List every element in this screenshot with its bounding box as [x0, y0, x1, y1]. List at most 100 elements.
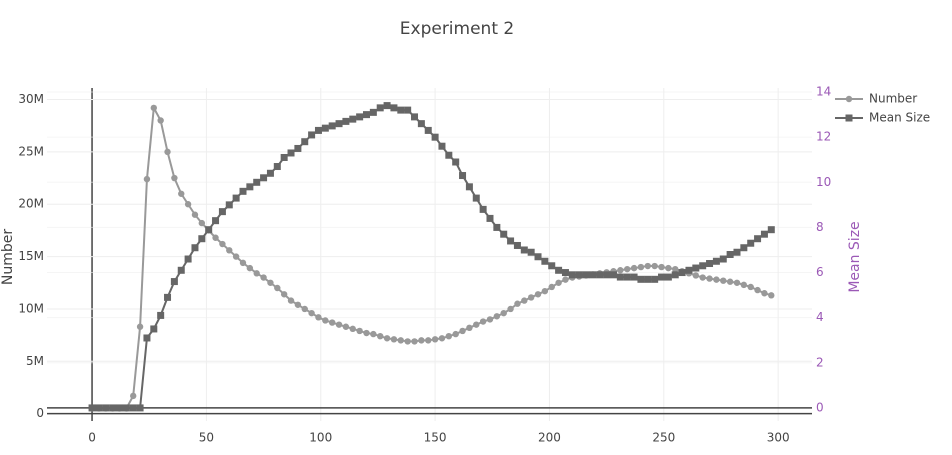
marker: [658, 263, 665, 271]
marker: [130, 392, 137, 400]
x-tick-label: 200: [538, 431, 561, 445]
marker: [624, 265, 631, 273]
chart-title: Experiment 2: [400, 19, 514, 39]
marker: [136, 404, 144, 412]
marker: [651, 262, 658, 270]
marker: [404, 338, 411, 345]
marker: [349, 115, 357, 123]
y2-tick-label: 0: [816, 400, 824, 414]
marker: [267, 279, 274, 286]
marker: [665, 264, 672, 272]
marker: [521, 297, 528, 304]
marker: [308, 309, 315, 317]
marker: [500, 309, 507, 317]
marker: [253, 270, 260, 277]
marker: [301, 138, 309, 146]
legend-label: Mean Size: [869, 111, 930, 125]
marker: [589, 271, 597, 279]
y2-tick-label: 4: [816, 310, 824, 324]
y-tick-label: 30M: [18, 92, 44, 106]
marker: [342, 117, 350, 125]
marker: [445, 332, 453, 340]
marker: [761, 290, 768, 297]
marker: [157, 311, 165, 319]
marker: [356, 327, 363, 335]
y2-tick-label: 6: [816, 265, 824, 279]
marker: [301, 305, 308, 313]
marker: [582, 271, 590, 279]
marker: [672, 265, 679, 273]
y-tick-label: 15M: [18, 249, 44, 263]
marker: [534, 291, 542, 298]
marker: [260, 274, 267, 281]
marker: [273, 163, 281, 171]
marker: [178, 190, 185, 197]
marker: [143, 175, 151, 183]
marker: [383, 102, 391, 110]
marker: [740, 281, 748, 289]
marker: [479, 205, 487, 213]
marker: [630, 273, 638, 281]
marker: [623, 273, 631, 281]
marker: [411, 338, 418, 345]
marker: [164, 293, 172, 301]
marker: [486, 214, 494, 222]
marker: [733, 248, 741, 256]
marker: [637, 263, 645, 271]
marker: [699, 274, 706, 281]
marker: [719, 255, 727, 263]
x-tick-label: 250: [652, 431, 675, 445]
marker: [726, 278, 734, 285]
marker: [644, 262, 651, 270]
marker: [198, 235, 206, 243]
marker: [280, 291, 288, 298]
marker: [390, 104, 398, 112]
marker: [747, 239, 755, 247]
marker: [473, 321, 480, 328]
marker: [424, 126, 432, 134]
marker: [377, 332, 384, 340]
marker: [383, 335, 391, 342]
marker: [328, 319, 336, 326]
marker: [720, 277, 727, 284]
marker: [349, 325, 356, 333]
marker: [266, 169, 274, 177]
marker: [692, 264, 700, 272]
marker: [184, 255, 192, 263]
marker: [218, 208, 226, 216]
marker: [555, 279, 562, 286]
marker: [713, 276, 720, 283]
marker: [315, 314, 322, 321]
marker: [232, 194, 240, 202]
marker: [232, 253, 240, 260]
y2-tick-label: 10: [816, 175, 831, 189]
marker: [95, 404, 103, 412]
marker: [280, 153, 288, 161]
marker: [706, 260, 714, 268]
marker: [575, 271, 583, 279]
marker: [658, 273, 666, 281]
marker: [472, 194, 480, 202]
y-tick-label: 10M: [18, 301, 44, 315]
marker: [157, 117, 164, 124]
x-tick-label: 0: [88, 431, 96, 445]
marker: [493, 223, 501, 231]
marker: [287, 149, 295, 157]
marker: [845, 95, 853, 103]
marker: [692, 272, 700, 279]
x-tick-label: 50: [199, 431, 214, 445]
marker: [507, 305, 514, 313]
marker: [541, 257, 549, 265]
marker: [150, 104, 158, 112]
marker: [143, 334, 151, 342]
marker: [493, 313, 501, 320]
marker: [459, 172, 467, 180]
marker: [404, 106, 412, 114]
marker: [370, 330, 377, 338]
y-tick-label: 25M: [18, 144, 44, 158]
marker: [760, 230, 768, 238]
y-tick-label: 0: [36, 406, 44, 420]
marker: [397, 337, 404, 344]
y2-tick-label: 14: [816, 85, 831, 99]
marker: [170, 278, 178, 286]
